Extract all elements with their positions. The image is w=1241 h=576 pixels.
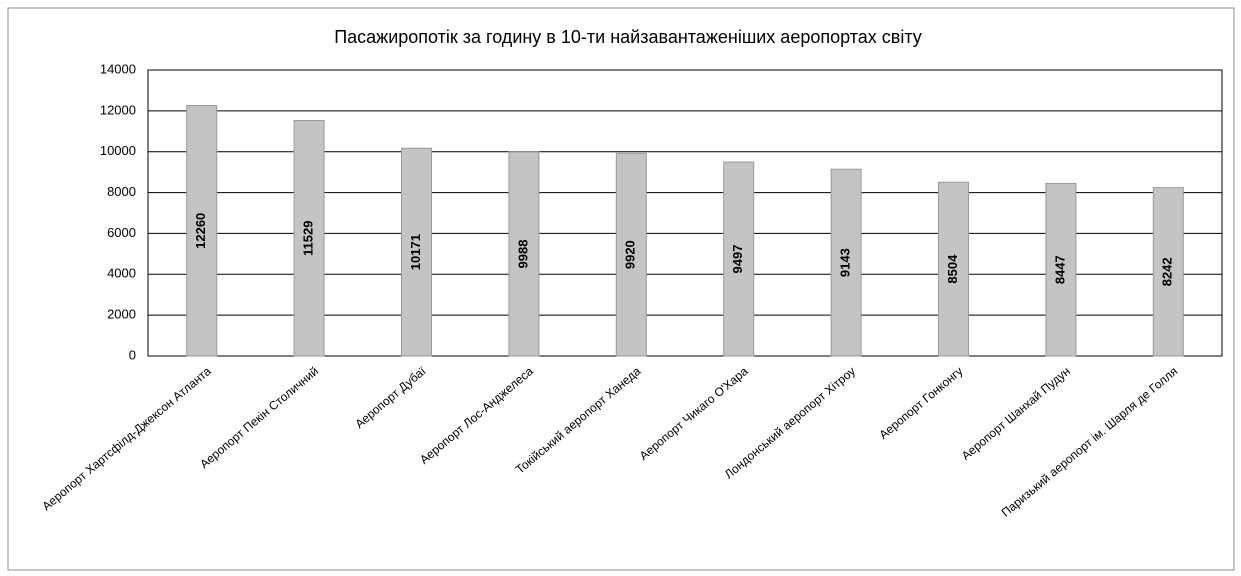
bar	[1045, 182, 1077, 357]
y-tick-label: 10000	[100, 143, 136, 158]
bar	[293, 119, 325, 357]
data-label: 9497	[730, 245, 745, 274]
y-tick-label: 6000	[107, 225, 136, 240]
plot-area	[147, 69, 1223, 357]
data-label: 8504	[945, 254, 960, 284]
bar	[186, 105, 218, 357]
data-label: 8242	[1160, 257, 1175, 286]
data-label: 12260	[193, 213, 208, 249]
y-tick-label: 2000	[107, 307, 136, 322]
bar	[401, 147, 432, 357]
y-tick-label: 4000	[107, 266, 136, 281]
data-label: 9143	[838, 248, 853, 277]
y-tick-label: 12000	[100, 102, 136, 117]
bar	[723, 161, 755, 357]
data-label: 9920	[623, 240, 638, 269]
data-label: 8447	[1052, 255, 1067, 284]
y-tick-label: 0	[129, 347, 136, 362]
bar	[1152, 187, 1184, 357]
bar	[615, 152, 647, 357]
data-label: 11529	[301, 221, 316, 256]
y-tick-label: 8000	[107, 184, 136, 199]
data-label: 10171	[408, 234, 423, 270]
data-label: 9988	[515, 240, 530, 269]
bar	[938, 181, 969, 357]
bar	[830, 168, 862, 357]
chart-title: Пасажиропотік за годину в 10-ти найзаван…	[334, 27, 922, 47]
y-tick-label: 14000	[100, 61, 136, 76]
bar	[508, 151, 540, 357]
